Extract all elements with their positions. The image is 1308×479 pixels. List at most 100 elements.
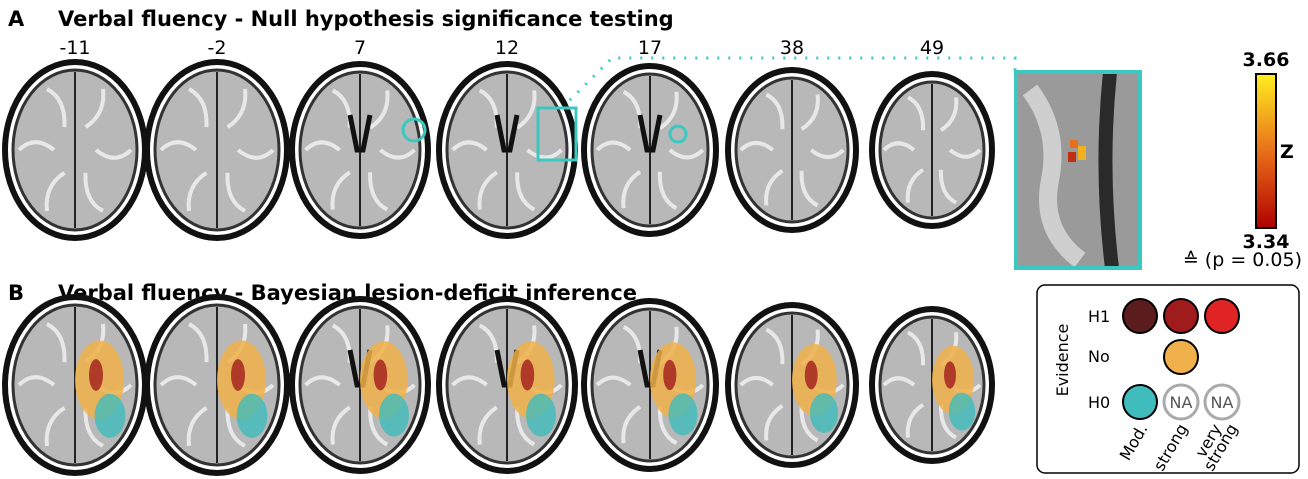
evidence-blob: [373, 359, 388, 391]
brain-sulcus: [45, 87, 67, 128]
legend-axis-label: Evidence: [1053, 324, 1072, 397]
brain-sulcus: [515, 407, 536, 447]
slice-label: -2: [208, 37, 227, 59]
slice-label: -11: [59, 37, 90, 59]
legend-swatch: [1122, 384, 1158, 420]
legend-row: H1: [1088, 307, 1110, 326]
panel-title: Verbal fluency - Null hypothesis signifi…: [58, 7, 674, 31]
brain-sulcus: [368, 407, 389, 447]
slice-label: 17: [638, 37, 662, 59]
brain-row: [2, 59, 995, 241]
brain-sulcus: [225, 172, 247, 213]
brain-sulcus: [304, 140, 341, 152]
evidence-blob: [944, 361, 956, 389]
legend-box: [1036, 284, 1300, 474]
brain-sulcus: [657, 171, 678, 210]
brain-sulcus: [45, 322, 67, 363]
legend-row: H0: [1088, 393, 1110, 412]
panel-letter: A: [8, 7, 25, 31]
brain-sulcus: [938, 169, 958, 205]
brain-sulcus: [657, 406, 678, 445]
brain-sulcus: [44, 171, 66, 212]
brain-row: [2, 294, 995, 476]
brain-sulcus: [882, 141, 916, 152]
brain-sulcus: [764, 169, 784, 206]
brain-sulcus: [159, 140, 198, 152]
brain-sulcus: [739, 140, 775, 152]
brain-sulcus: [621, 170, 642, 209]
slice-label: 38: [780, 37, 804, 59]
legend-na: NA: [1170, 393, 1193, 412]
legend-swatch: [1203, 383, 1241, 421]
brain-sulcus: [799, 170, 819, 208]
legend-swatch: [1162, 383, 1200, 421]
colorbar-label: Z: [1280, 141, 1294, 163]
legend-swatch: [1163, 339, 1199, 375]
brain-sulcus: [800, 94, 820, 131]
brain-sulcus: [186, 406, 208, 447]
colorbar: [1255, 73, 1277, 229]
brain-sulcus: [809, 148, 845, 160]
brain-sulcus: [906, 330, 926, 366]
brain-sulcus: [765, 92, 785, 130]
slice-label: 49: [920, 37, 944, 59]
zoom-inset: [1014, 70, 1142, 270]
brain-sulcus: [187, 322, 209, 363]
brain-sulcus: [668, 148, 705, 160]
brain-sulcus: [159, 375, 198, 387]
brain-sulcus: [739, 375, 775, 387]
highlight-circle: [401, 117, 427, 143]
brain-sulcus: [595, 140, 632, 152]
brain-sulcus: [187, 87, 209, 128]
evidence-blob: [809, 393, 839, 433]
brain-sulcus: [330, 170, 351, 210]
brain-sulcus: [799, 405, 819, 443]
brain-sulcus: [939, 97, 959, 132]
brain-ventricle: [347, 114, 373, 153]
brain-ventricle: [637, 114, 663, 153]
brain-sulcus: [44, 406, 66, 447]
evidence-blob: [663, 359, 677, 391]
panel-letter: B: [8, 281, 24, 305]
brain-sulcus: [764, 404, 784, 441]
brain-sulcus: [621, 405, 642, 444]
evidence-blob: [94, 393, 126, 438]
brain-sulcus: [186, 171, 208, 212]
brain-sulcus: [515, 172, 536, 212]
brain-sulcus: [17, 375, 56, 387]
colorbar-min: 3.34: [1243, 231, 1290, 253]
brain-sulcus: [595, 375, 632, 387]
colorbar-note: ≙ (p = 0.05): [1183, 249, 1302, 271]
brain-sulcus: [17, 140, 56, 152]
brain-sulcus: [369, 90, 390, 130]
evidence-blob: [804, 360, 818, 390]
brain-sulcus: [304, 375, 341, 387]
legend-row: No: [1088, 347, 1110, 366]
evidence-blob: [520, 359, 535, 391]
colorbar-max: 3.66: [1243, 49, 1290, 71]
brain-sulcus: [226, 88, 248, 129]
evidence-blob: [668, 393, 698, 436]
brain-sulcus: [236, 148, 275, 160]
brain-sulcus: [451, 140, 488, 152]
evidence-blob: [236, 393, 268, 438]
brain-sulcus: [882, 376, 916, 387]
brain-sulcus: [948, 148, 982, 159]
legend-swatch: [1204, 298, 1240, 334]
legend-swatch: [1163, 298, 1199, 334]
brain-sulcus: [451, 375, 488, 387]
brain-sulcus: [84, 88, 106, 129]
evidence-blob: [526, 393, 556, 437]
brain-ventricle: [494, 114, 520, 153]
evidence-blob: [379, 393, 409, 437]
brain-sulcus: [368, 172, 389, 212]
brain-sulcus: [379, 148, 416, 160]
brain-sulcus: [905, 403, 925, 438]
slice-label: 12: [495, 37, 519, 59]
evidence-blob: [231, 359, 245, 391]
legend-swatch: [1122, 298, 1158, 334]
slice-label: 7: [354, 37, 366, 59]
brain-sulcus: [94, 148, 133, 160]
legend-na: NA: [1211, 393, 1234, 412]
